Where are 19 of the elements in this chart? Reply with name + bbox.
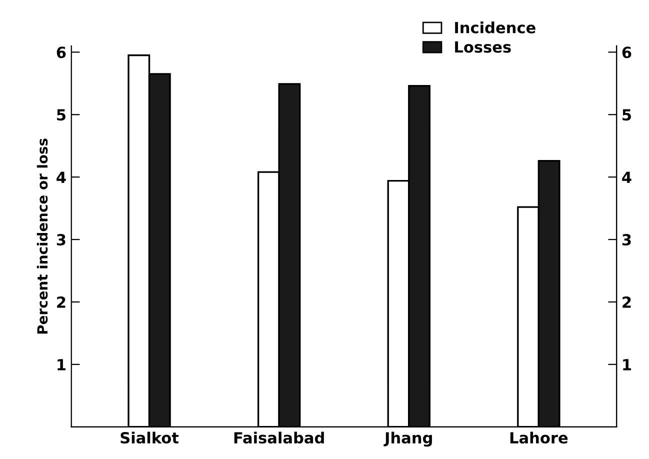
- y-axis-title: Percent incidence or loss: [36, 138, 48, 334]
- y2-tick-label: 5: [622, 109, 631, 121]
- y-tick-label: 1: [58, 359, 66, 370]
- y-tick-label: 3: [56, 234, 66, 246]
- x-tick-label: Jhang: [384, 432, 432, 447]
- y2-tick-label: 2: [622, 296, 631, 308]
- y2-tick-label: 3: [622, 234, 631, 246]
- y-tick-label: 5: [57, 109, 66, 121]
- y2-tick-label: 6: [622, 46, 632, 58]
- y2-tick-label: 4: [622, 172, 632, 183]
- x-tick-label: Faisalabad: [234, 432, 324, 444]
- x-tick-label: Lahore: [510, 432, 568, 444]
- legend-label: Losses: [455, 41, 511, 53]
- legend-label: Incidence: [455, 22, 536, 34]
- y-tick-label: 2: [57, 296, 66, 308]
- x-tick-label: Sialkot: [120, 432, 179, 444]
- y2-tick-label: 1: [623, 359, 631, 370]
- y-tick-label: 4: [56, 172, 66, 183]
- y-tick-label: 6: [56, 46, 66, 58]
